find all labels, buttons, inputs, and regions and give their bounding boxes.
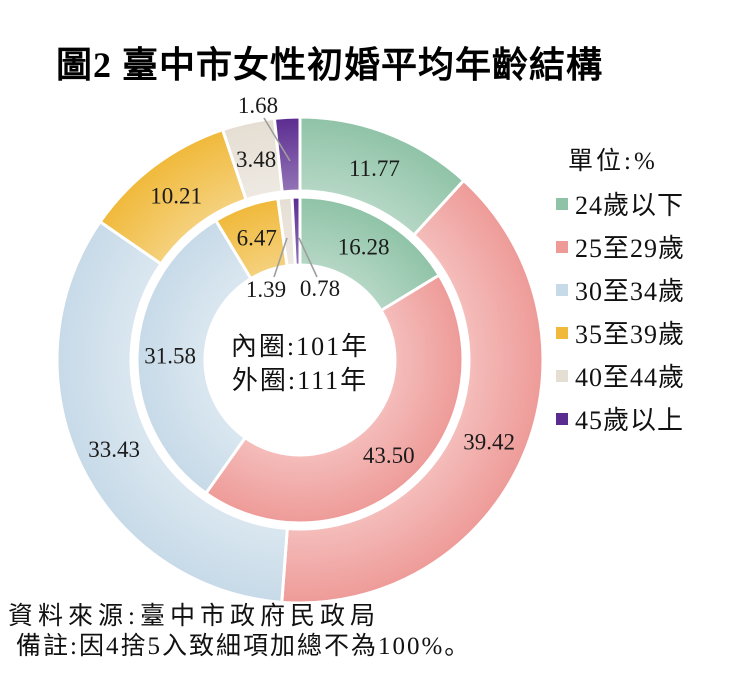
note-text: 備註:因4捨5入致細項加總不為100%。 xyxy=(16,633,472,660)
donut-segment-101年-25至29歲 xyxy=(204,273,465,525)
data-label-101年-24歲以下: 16.28 xyxy=(338,235,390,260)
legend-item-label: 30至34歲 xyxy=(575,277,686,306)
legend-items: 24歲以下 25至29歲 30至34歲 35至39歲 40至44歲 45歲以上 xyxy=(556,182,685,440)
legend-item-label: 40至44歲 xyxy=(575,363,686,392)
data-label-101年-45歲以上: 0.78 xyxy=(300,276,340,301)
donut-segment-111年-45歲以上 xyxy=(272,115,302,194)
legend-item-0: 24歲以下 xyxy=(556,182,685,225)
center-label-outer-ring: 外圈:111年 xyxy=(231,366,369,395)
donut-segment-111年-25至29歲 xyxy=(280,178,545,605)
legend-item-label: 35至39歲 xyxy=(575,320,686,349)
data-label-111年-40至44歲: 3.48 xyxy=(236,147,276,172)
legend-item-1: 25至29歲 xyxy=(556,225,685,268)
legend-item-label: 45歲以上 xyxy=(575,406,685,435)
legend-item-3: 35至39歲 xyxy=(556,311,685,354)
donut-segment-111年-30至34歲 xyxy=(55,220,289,604)
legend-swatch-icon xyxy=(556,326,568,339)
data-label-111年-45歲以上: 1.68 xyxy=(238,93,278,118)
label-leader-line xyxy=(263,117,291,162)
data-label-101年-40至44歲: 1.39 xyxy=(246,277,286,302)
data-label-111年-25至29歲: 39.42 xyxy=(463,430,515,455)
legend-item-label: 24歲以下 xyxy=(575,191,685,220)
data-label-111年-35至39歲: 10.21 xyxy=(150,183,202,208)
label-leader-line xyxy=(273,237,288,278)
legend-swatch-icon xyxy=(556,240,568,253)
center-label-inner-ring: 內圈:101年 xyxy=(230,332,370,361)
legend-swatch-icon xyxy=(556,369,568,382)
source-text: 資料來源:臺中市政府民政局 xyxy=(8,603,380,630)
data-label-101年-30至34歲: 31.58 xyxy=(144,343,196,368)
legend-unit-label: 單位:% xyxy=(568,148,658,175)
legend-item-4: 40至44歲 xyxy=(556,354,685,397)
label-leader-line xyxy=(298,237,318,278)
data-label-111年-24歲以下: 11.77 xyxy=(349,156,400,181)
data-label-101年-25至29歲: 43.50 xyxy=(363,443,415,468)
legend-swatch-icon xyxy=(556,412,568,425)
donut-segment-101年-45歲以上 xyxy=(290,195,302,267)
chart-title: 圖2 臺中市女性初婚平均年齡結構 xyxy=(56,45,604,85)
legend-swatch-icon xyxy=(556,283,568,296)
data-label-101年-35至39歲: 6.47 xyxy=(237,225,277,250)
legend-item-2: 30至34歲 xyxy=(556,268,685,311)
footer: 資料來源:臺中市政府民政局 備註:因4捨5入致細項加總不為100%。 xyxy=(8,602,471,662)
legend: 單位:% 24歲以下 25至29歲 30至34歲 35至39歲 40至44歲 45歲以上 xyxy=(556,141,685,440)
legend-item-5: 45歲以上 xyxy=(556,397,685,440)
data-label-111年-30至34歲: 33.43 xyxy=(88,437,140,462)
legend-swatch-icon xyxy=(556,197,568,210)
donut-segment-101年-30至34歲 xyxy=(135,218,253,495)
legend-item-label: 25至29歲 xyxy=(575,234,686,263)
donut-center-label: 內圈:101年 外圈:111年 xyxy=(231,330,369,398)
